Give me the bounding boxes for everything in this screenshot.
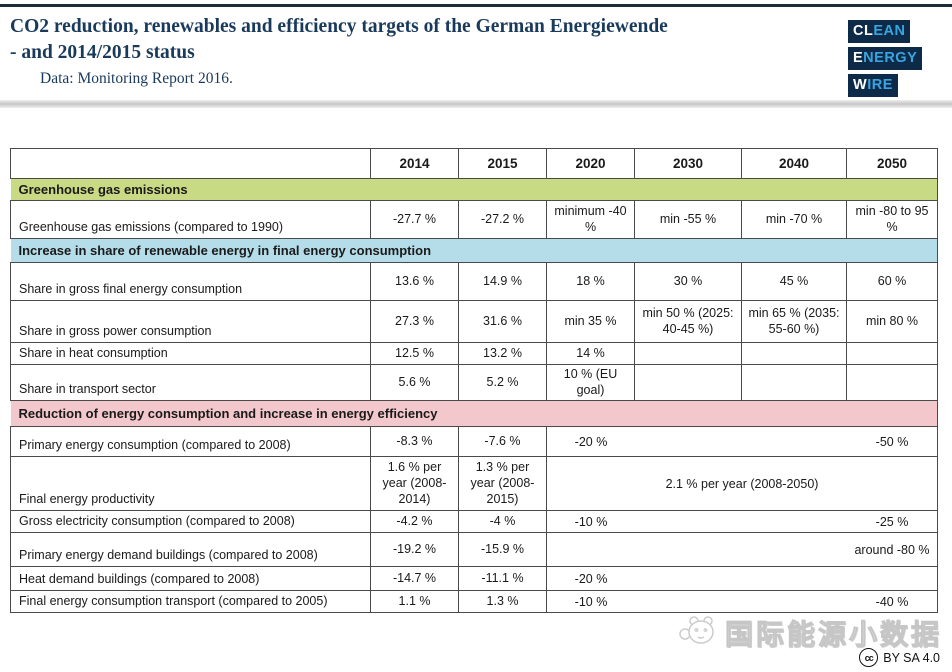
data-source-note: Data: Monitoring Report 2016. (40, 70, 233, 87)
cell-2050: 60 % (846, 262, 938, 301)
cell-2014: -4.2 % (370, 510, 459, 534)
cell-2020: 10 % (EU goal) (546, 363, 635, 402)
cell-2040 (741, 342, 847, 365)
cell-2014: -19.2 % (370, 532, 459, 568)
cell-2014: 13.6 % (370, 262, 459, 301)
section-header-emissions: Greenhouse gas emissions (10, 178, 938, 201)
cell-2020: 18 % (546, 262, 635, 301)
watermark-text: 国际能源小数据 (724, 618, 942, 650)
cell-2030 (634, 342, 742, 365)
table-row: Greenhouse gas emissions (compared to 19… (10, 200, 938, 239)
column-header-2030: 2030 (634, 148, 742, 179)
table-row: Final energy productivity 1.6 % per year… (10, 456, 938, 512)
table-row: Primary energy demand buildings (compare… (10, 532, 938, 568)
table-row: Share in heat consumption 12.5 % 13.2 % … (10, 342, 938, 365)
cell-2014: -14.7 % (370, 566, 459, 592)
cell-2015: 13.2 % (458, 342, 547, 365)
panda-watermark-icon (675, 612, 717, 653)
clean-energy-wire-logo: CLEAN ENERGY WIRE (848, 20, 923, 101)
column-header-2040: 2040 (741, 148, 847, 179)
row-label: Share in gross final energy consumption (10, 262, 371, 301)
row-label: Final energy consumption transport (comp… (10, 590, 371, 614)
logo-word-wire: WIRE (848, 74, 898, 97)
row-label: Greenhouse gas emissions (compared to 19… (10, 200, 371, 239)
cell-2014: -27.7 % (370, 200, 459, 239)
cell-2020-2050-merged: 2.1 % per year (2008-2050) (546, 456, 938, 512)
cell-2014: 27.3 % (370, 300, 459, 343)
row-label: Share in heat consumption (10, 342, 371, 365)
cell-2040: min 65 % (2035: 55-60 %) (741, 300, 847, 343)
cell-2020-2050-merged: -20 % -50 % (546, 426, 938, 458)
cell-2020-2050-merged: around -80 % (546, 532, 938, 568)
table-row: Heat demand buildings (compared to 2008)… (10, 566, 938, 592)
cell-2014: 1.1 % (370, 590, 459, 614)
cell-2050: min 80 % (846, 300, 938, 343)
column-header-2050: 2050 (846, 148, 938, 179)
corner-cell (10, 148, 371, 179)
table-row: Share in transport sector 5.6 % 5.2 % 10… (10, 363, 938, 402)
cell-2020: min 35 % (546, 300, 635, 343)
cc-license-icon: cc (859, 648, 879, 667)
cell-2020-2050-merged: -20 % (546, 566, 938, 592)
header-divider (0, 100, 952, 108)
cell-2030: min -55 % (634, 200, 742, 239)
row-label: Share in gross power consumption (10, 300, 371, 343)
cell-2050 (846, 342, 938, 365)
column-header-2014: 2014 (370, 148, 459, 179)
row-label: Heat demand buildings (compared to 2008) (10, 566, 371, 592)
cell-2040 (741, 363, 847, 402)
cell-2015: 1.3 % per year (2008-2015) (458, 456, 547, 512)
column-header-2015: 2015 (458, 148, 547, 179)
title-line-1: CO2 reduction, renewables and efficiency… (10, 16, 668, 37)
section-header-efficiency: Reduction of energy consumption and incr… (10, 400, 938, 428)
cell-2030 (634, 363, 742, 402)
table-header-row: 2014 2015 2020 2030 2040 2050 (10, 148, 938, 179)
logo-word-energy: ENERGY (848, 47, 923, 70)
section-header-renewables: Increase in share of renewable energy in… (10, 238, 938, 263)
row-label: Share in transport sector (10, 363, 371, 402)
logo-word-clean: CLEAN (848, 20, 911, 43)
table-row: Final energy consumption transport (comp… (10, 590, 938, 614)
cell-2014: 1.6 % per year (2008-2014) (370, 456, 459, 512)
table-row: Share in gross power consumption 27.3 % … (10, 300, 938, 343)
license-text: BY SA 4.0 (883, 650, 940, 665)
cell-2015: -7.6 % (458, 426, 547, 458)
cell-2015: -27.2 % (458, 200, 547, 239)
cell-2040: 45 % (741, 262, 847, 301)
cell-2015: 14.9 % (458, 262, 547, 301)
cell-2020: minimum -40 % (546, 200, 635, 239)
top-border-line (0, 4, 952, 7)
cell-2014: 5.6 % (370, 363, 459, 402)
column-header-2020: 2020 (546, 148, 635, 179)
cell-2050 (846, 363, 938, 402)
cell-2020-2050-merged: -10 % -25 % (546, 510, 938, 534)
cell-2040: min -70 % (741, 200, 847, 239)
cell-2020-2050-merged: -10 % -40 % (546, 590, 938, 614)
cell-2014: 12.5 % (370, 342, 459, 365)
cell-2015: -15.9 % (458, 532, 547, 568)
license-line: cc BY SA 4.0 (859, 648, 940, 667)
energiewende-targets-table: 2014 2015 2020 2030 2040 2050 Greenhouse… (10, 148, 938, 614)
cell-2015: 31.6 % (458, 300, 547, 343)
cell-2014: -8.3 % (370, 426, 459, 458)
cell-2015: 1.3 % (458, 590, 547, 614)
cell-2020: 14 % (546, 342, 635, 365)
cell-2015: -11.1 % (458, 566, 547, 592)
page-title: CO2 reduction, renewables and efficiency… (10, 14, 830, 66)
cell-2030: min 50 % (2025: 40-45 %) (634, 300, 742, 343)
table-row: Share in gross final energy consumption … (10, 262, 938, 301)
title-line-2: - and 2014/2015 status (10, 42, 195, 63)
watermark: 国际能源小数据 (675, 612, 942, 653)
row-label: Final energy productivity (10, 456, 371, 512)
cell-2050: min -80 to 95 % (846, 200, 938, 239)
row-label: Primary energy demand buildings (compare… (10, 532, 371, 568)
cell-2015: 5.2 % (458, 363, 547, 402)
table-row: Gross electricity consumption (compared … (10, 510, 938, 534)
row-label: Primary energy consumption (compared to … (10, 426, 371, 458)
cell-2030: 30 % (634, 262, 742, 301)
cell-2015: -4 % (458, 510, 547, 534)
row-label: Gross electricity consumption (compared … (10, 510, 371, 534)
table-row: Primary energy consumption (compared to … (10, 426, 938, 458)
